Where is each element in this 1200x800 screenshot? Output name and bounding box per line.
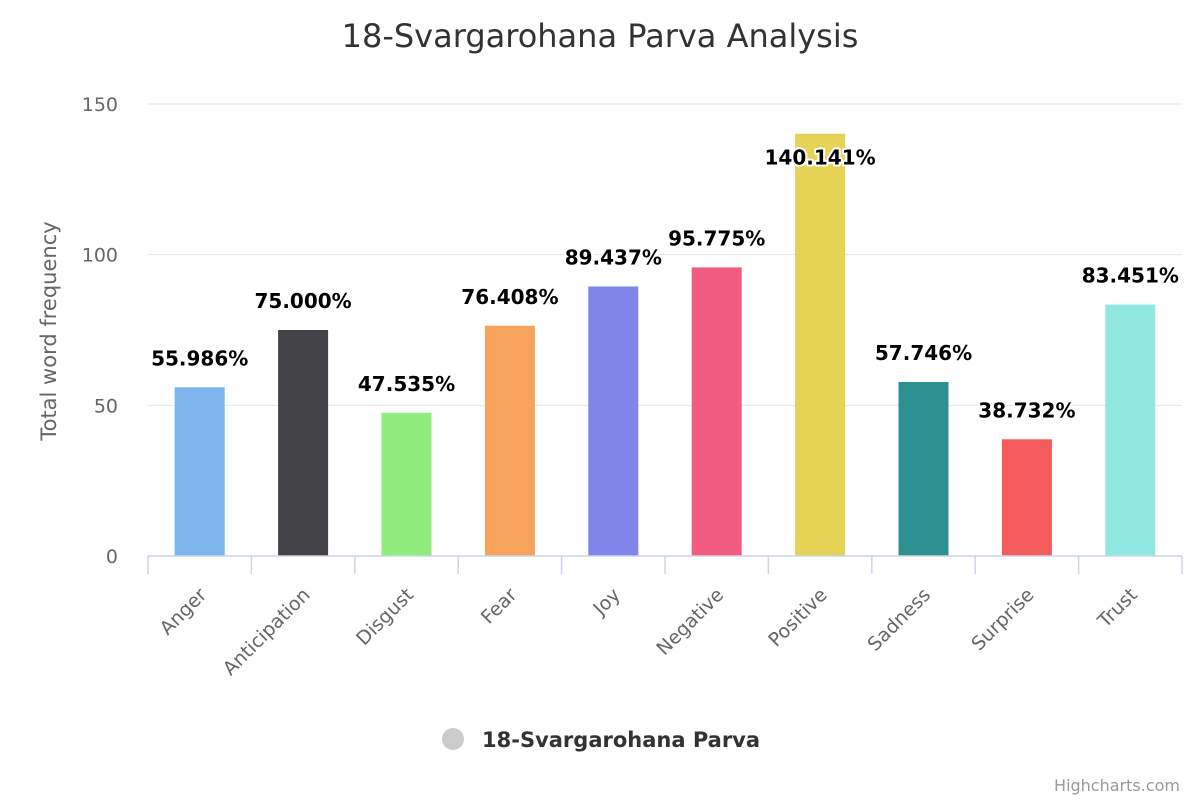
data-label: 55.986% <box>151 346 248 370</box>
bar-disgust[interactable] <box>381 412 432 556</box>
data-label: 89.437% <box>565 245 662 269</box>
y-axis-tick-labels: 0 50 100 150 <box>82 94 118 568</box>
credits-link[interactable]: Highcharts.com <box>1054 776 1180 795</box>
chart-title: 18-Svargarohana Parva Analysis <box>342 17 859 55</box>
x-tick-label: Sadness <box>863 584 935 656</box>
bar-fear[interactable] <box>484 325 535 556</box>
x-tick-label: Fear <box>477 584 522 629</box>
bar-sadness[interactable] <box>898 381 949 556</box>
bar-negative[interactable] <box>691 267 742 556</box>
bar-surprise[interactable] <box>1001 439 1052 556</box>
data-label: 76.408% <box>461 285 558 309</box>
y-tick-label: 0 <box>106 546 118 568</box>
y-axis-title: Total word frequency <box>37 221 61 441</box>
x-tick-label: Surprise <box>967 584 1038 655</box>
data-label: 38.732% <box>978 398 1075 422</box>
y-tick-label: 150 <box>82 94 118 116</box>
legend[interactable]: 18-Svargarohana Parva <box>442 728 760 752</box>
x-tick-label: Trust <box>1093 584 1142 633</box>
x-axis <box>147 555 1183 574</box>
bar-anger[interactable] <box>174 387 225 556</box>
legend-marker-icon[interactable] <box>442 728 464 750</box>
legend-item-label[interactable]: 18-Svargarohana Parva <box>482 728 760 752</box>
x-tick-label: Anticipation <box>219 584 315 680</box>
data-label: 95.775% <box>668 226 765 250</box>
data-label: 57.746% <box>875 341 972 365</box>
bar-positive[interactable] <box>795 133 846 557</box>
bars <box>174 133 1156 557</box>
bar-joy[interactable] <box>588 286 639 556</box>
data-label: 75.000% <box>254 289 351 313</box>
x-tick-label: Anger <box>156 584 212 640</box>
y-tick-label: 50 <box>94 395 118 417</box>
x-tick-label: Negative <box>652 584 728 660</box>
data-label: 83.451% <box>1082 264 1179 288</box>
x-tick-label: Positive <box>764 584 831 651</box>
x-tick-label: Disgust <box>352 584 418 650</box>
x-tick-label: Joy <box>588 584 624 620</box>
y-tick-label: 100 <box>82 245 118 267</box>
bar-anticipation[interactable] <box>278 330 329 556</box>
data-label: 47.535% <box>358 372 455 396</box>
x-axis-tick-labels: Anger Anticipation Disgust Fear Joy Negative P… <box>156 584 1142 680</box>
data-label: 140.141% <box>765 146 876 170</box>
data-labels: 55.986% 75.000% 47.535% 76.408% 89.437%95.77… <box>149 144 1181 425</box>
bar-trust[interactable] <box>1105 304 1156 556</box>
